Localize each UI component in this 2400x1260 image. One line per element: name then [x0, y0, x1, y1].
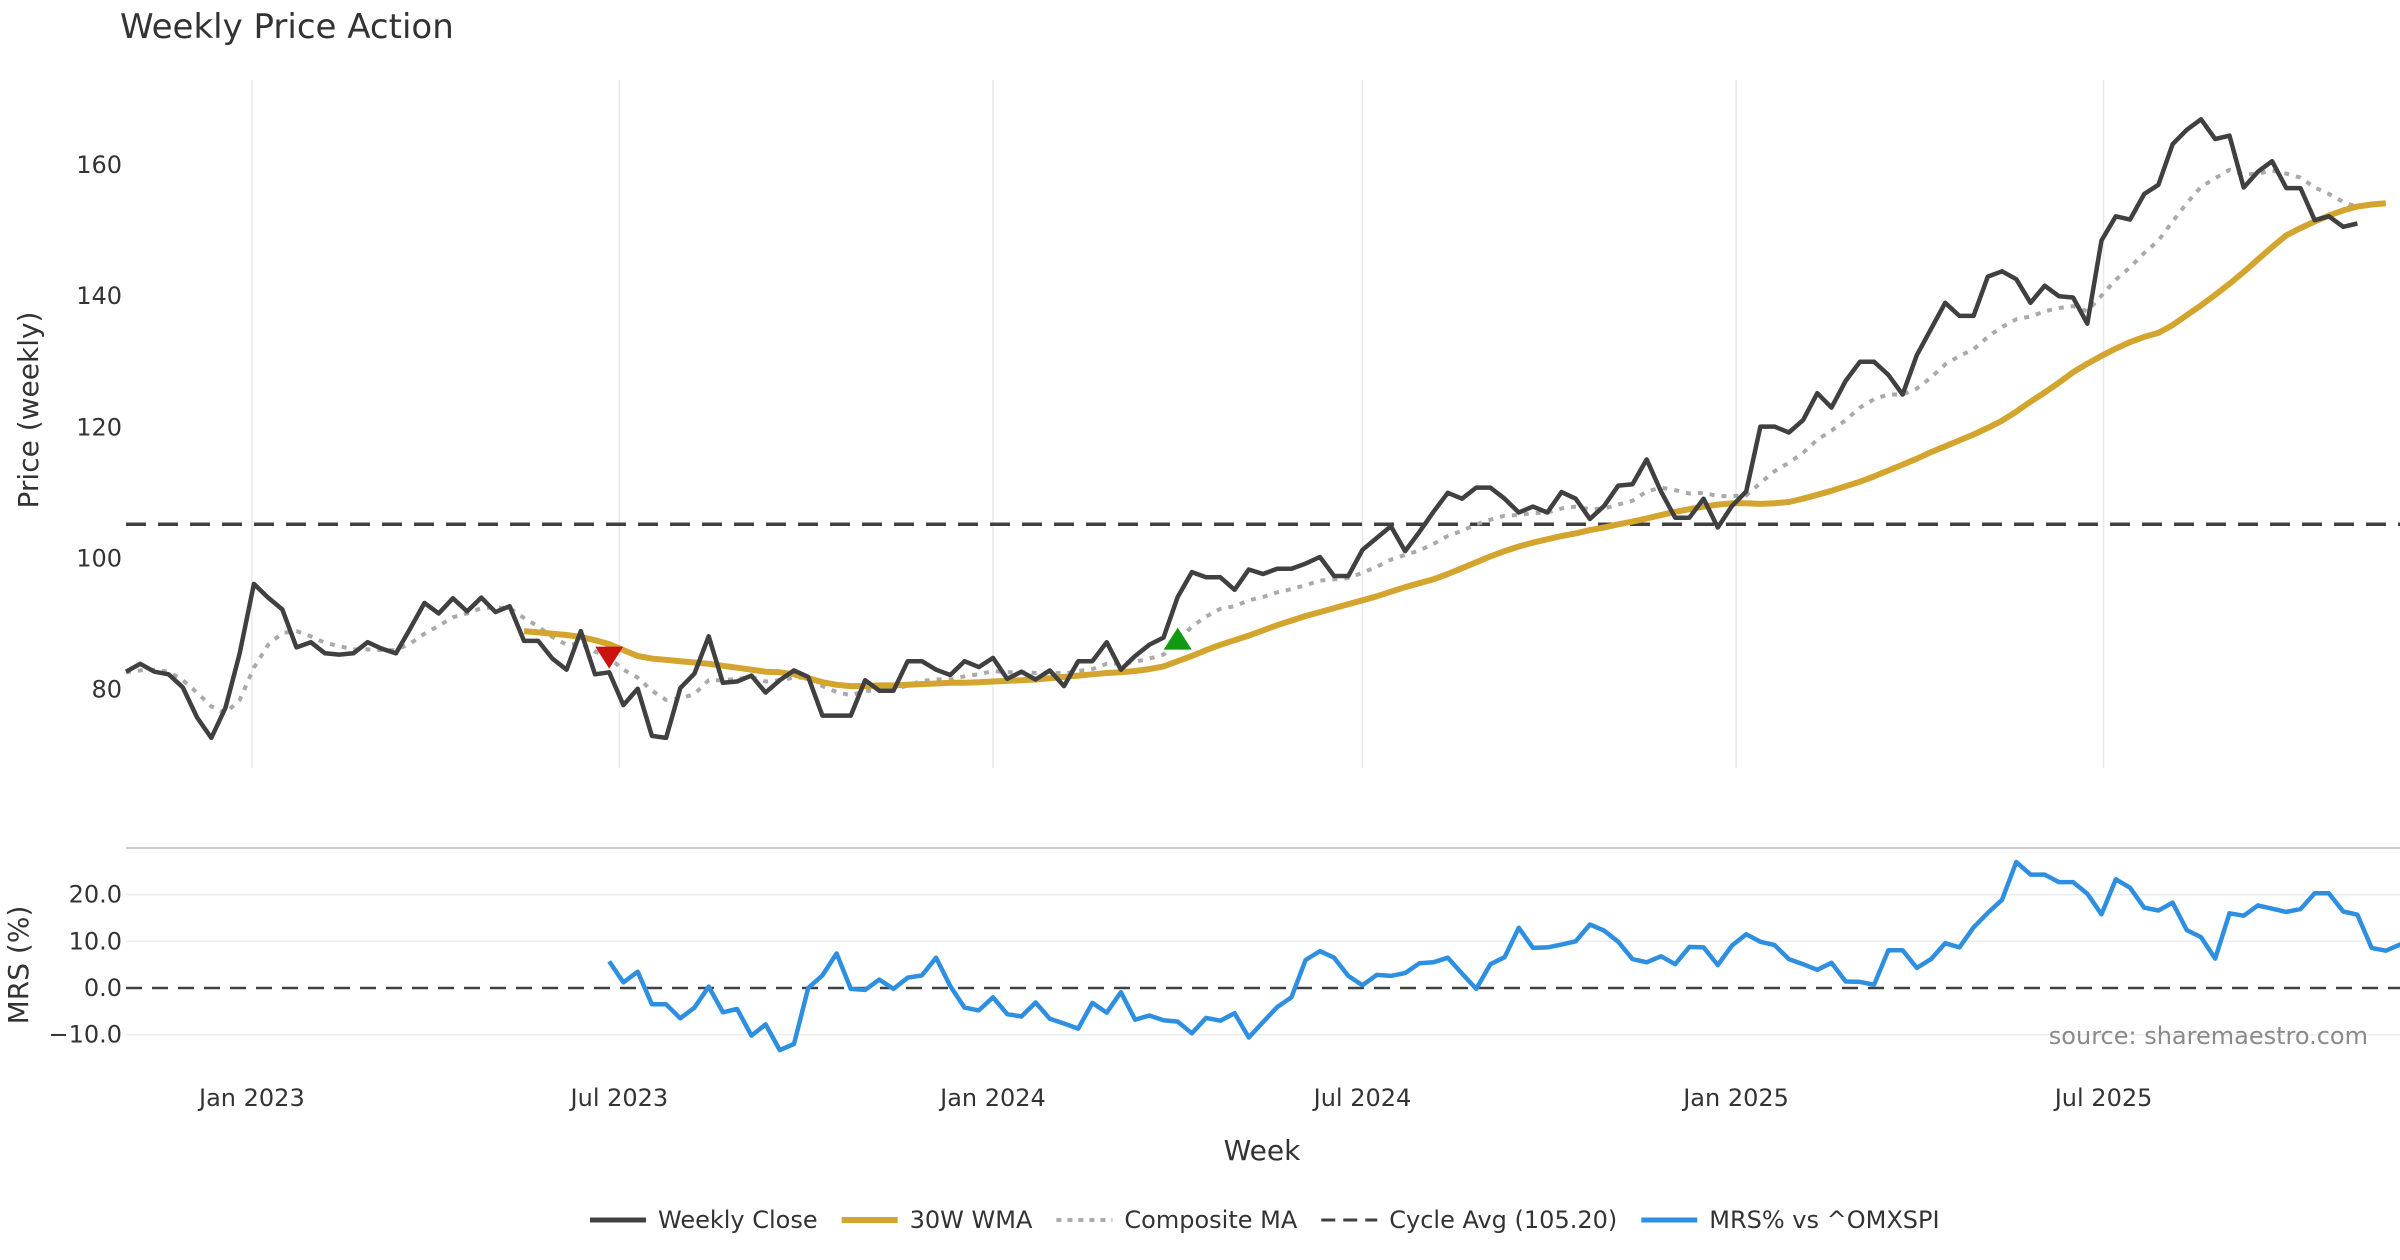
legend-label: Cycle Avg (105.20)	[1389, 1206, 1617, 1234]
price-series	[124, 117, 2400, 741]
price-panel: 80 100 120 140 160 Price (weekly)	[12, 80, 2400, 768]
price-y-tick-label: 100	[76, 544, 122, 572]
sell-signal-marker	[595, 646, 624, 669]
x-axis-ticks: Jan 2023 Jul 2023 Jan 2024 Jul 2024 Jan 2025…	[197, 1084, 2152, 1112]
mrs-series	[126, 859, 2400, 1053]
price-y-tick-label: 160	[76, 151, 122, 179]
composite-ma-line	[125, 167, 2359, 715]
price-gridlines	[251, 80, 2105, 768]
mrs-y-ticks: −10.0 0.0 10.0 20.0	[48, 881, 122, 1049]
x-axis-label: Week	[1224, 1134, 1301, 1167]
mrs-line	[607, 859, 2400, 1053]
price-y-axis-label: Price (weekly)	[12, 312, 45, 509]
mrs-y-tick-label: 0.0	[84, 974, 122, 1002]
mrs-panel: −10.0 0.0 10.0 20.0 MRS (%) source: sharema…	[2, 859, 2400, 1053]
mrs-y-tick-label: 10.0	[69, 927, 122, 955]
mrs-y-axis-label: MRS (%)	[2, 906, 35, 1025]
legend-label: Composite MA	[1124, 1206, 1297, 1234]
legend: Weekly Close 30W WMA Composite MA Cycle Avg…	[590, 1206, 1940, 1234]
weekly-close-line	[124, 117, 2358, 741]
price-y-tick-label: 140	[76, 282, 122, 310]
buy-signal-marker	[1163, 627, 1192, 650]
mrs-y-tick-label: 20.0	[69, 881, 122, 909]
mrs-y-tick-label: −10.0	[48, 1021, 122, 1049]
chart-title: Weekly Price Action	[120, 7, 454, 47]
price-y-tick-label: 80	[91, 675, 122, 703]
x-tick-label: Jul 2025	[2053, 1084, 2153, 1112]
price-y-ticks: 80 100 120 140 160	[76, 151, 122, 703]
legend-label: MRS% vs ^OMXSPI	[1709, 1206, 1939, 1234]
price-y-tick-label: 120	[76, 413, 122, 441]
legend-label: Weekly Close	[658, 1206, 818, 1234]
x-tick-label: Jul 2023	[569, 1084, 669, 1112]
source-attribution: source: sharemaestro.com	[2049, 1022, 2368, 1050]
mrs-gridlines	[126, 893, 2400, 1036]
x-tick-label: Jan 2024	[938, 1084, 1046, 1112]
legend-label: 30W WMA	[910, 1206, 1033, 1234]
x-tick-label: Jan 2023	[197, 1084, 305, 1112]
x-tick-label: Jan 2025	[1681, 1084, 1789, 1112]
wma-30w-line	[523, 200, 2387, 690]
x-tick-label: Jul 2024	[1312, 1084, 1412, 1112]
